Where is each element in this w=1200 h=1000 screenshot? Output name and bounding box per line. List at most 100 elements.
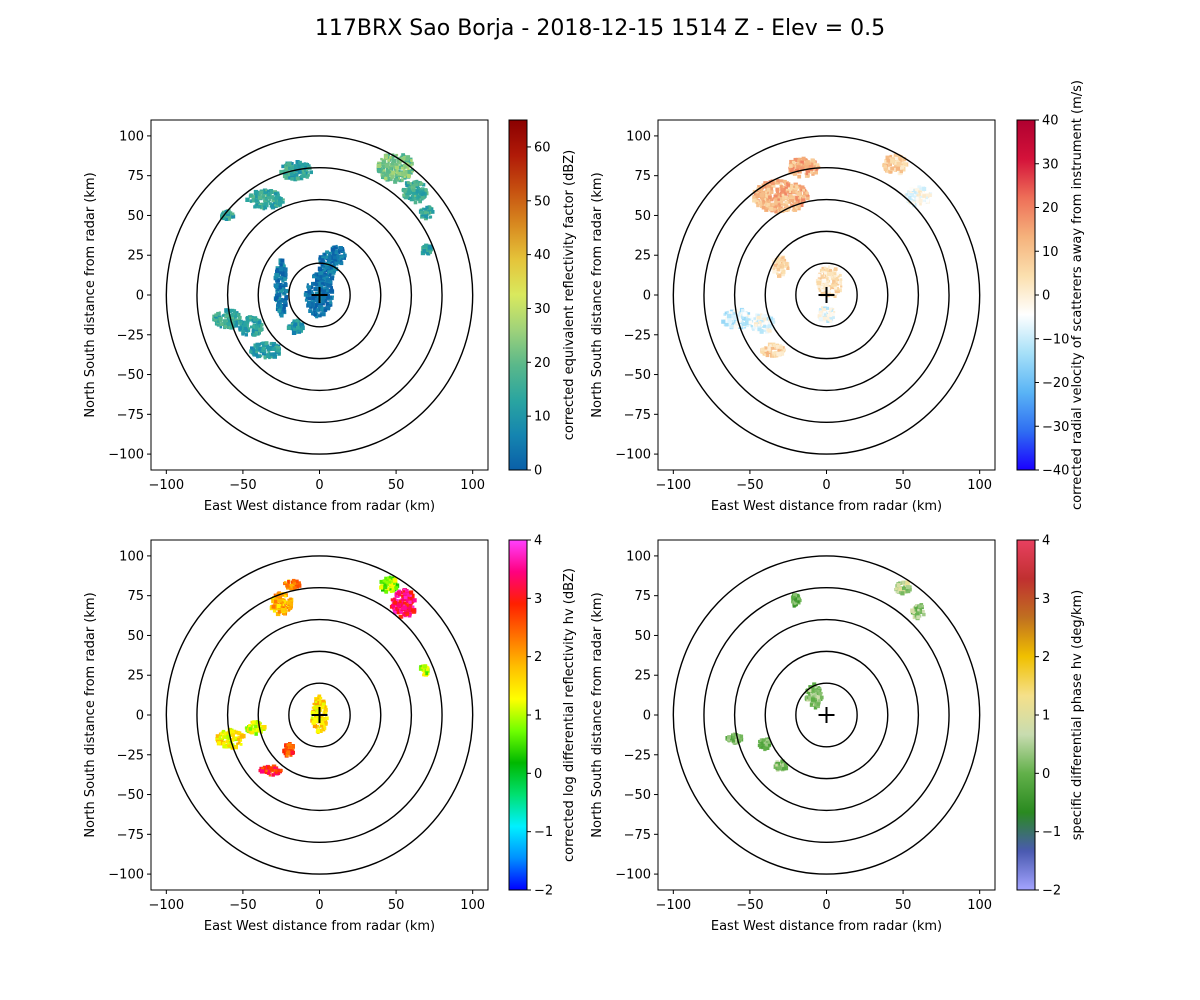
echo-pixel (277, 610, 282, 614)
echo-pixel (328, 297, 333, 301)
echo-pixel (385, 173, 390, 177)
y-tick-label: −100 (615, 868, 651, 883)
echo-pixel (384, 156, 388, 160)
echo-pixel (422, 245, 426, 249)
echo-pixel (741, 320, 744, 323)
echo-pixel (325, 278, 330, 283)
echo-pixel (795, 207, 798, 210)
echo-pixel (391, 170, 396, 175)
echo-pixel (226, 211, 230, 214)
echo-pixel (289, 745, 292, 749)
echo-pixel (806, 160, 810, 164)
echo-pixel (807, 172, 810, 175)
colorbar-tick-label: 0 (1042, 767, 1050, 782)
echo-pixel (424, 214, 428, 218)
echo-pixel (278, 311, 284, 316)
echo-pixel (324, 268, 328, 273)
echo-pixel (810, 158, 815, 163)
echo-pixel (379, 579, 384, 584)
echo-pixel (790, 203, 794, 208)
echo-pixel (276, 348, 281, 353)
echo-pixel (829, 307, 832, 311)
echo-pixel (250, 725, 253, 728)
echo-pixel (917, 608, 920, 612)
echo-pixel (817, 285, 821, 290)
echo-pixel (414, 180, 418, 184)
echo-pixel (319, 312, 323, 316)
echo-pixel (321, 298, 326, 304)
echo-pixel (277, 295, 282, 300)
echo-pixel (429, 215, 433, 219)
echo-pixel (403, 601, 407, 605)
echo-pixel (411, 605, 415, 609)
echo-pixel (769, 198, 773, 202)
y-tick-label: 0 (643, 289, 651, 304)
echo-pixel (761, 738, 766, 742)
echo-pixel (734, 325, 739, 330)
echo-pixel (222, 744, 226, 749)
echo-pixel (254, 732, 258, 736)
echo-pixel (394, 165, 399, 170)
echo-pixel (885, 155, 890, 160)
echo-pixel (821, 308, 827, 313)
echo-pixel (775, 265, 779, 269)
echo-pixel (315, 286, 320, 291)
echo-pixel (723, 313, 727, 316)
echo-pixel (783, 348, 786, 352)
echo-pixel (328, 280, 333, 284)
echo-pixel (339, 261, 344, 266)
echo-pixel (324, 282, 327, 285)
echo-pixel (244, 323, 249, 328)
echo-pixel (825, 276, 828, 279)
range-ring (795, 682, 858, 748)
echo-pixel (268, 774, 272, 777)
echo-pixel (262, 195, 265, 198)
echo-pixel (398, 614, 403, 619)
echo-pixel (226, 734, 231, 740)
echo-pixel (775, 764, 778, 767)
echo-pixel (257, 320, 262, 325)
echo-pixel (742, 322, 747, 327)
echo-pixel (771, 354, 774, 357)
echo-pixel (387, 176, 391, 180)
echo-pixel (767, 737, 771, 741)
echo-pixel (333, 270, 336, 273)
echo-pixel (737, 313, 741, 317)
echo-pixel (760, 313, 763, 316)
echo-pixel (277, 279, 280, 283)
echo-pixel (389, 170, 392, 174)
echo-pixel (385, 581, 389, 585)
echo-pixel (395, 601, 400, 606)
echo-pixel (224, 313, 227, 316)
echo-pixel (313, 295, 316, 298)
echo-pixel (223, 735, 227, 739)
echo-pixel (911, 201, 915, 205)
echo-pixel (277, 598, 282, 603)
colorbar-tick-label: 20 (534, 356, 551, 371)
echo-pixel (766, 746, 770, 750)
echo-pixel (806, 162, 811, 167)
echo-pixel (818, 692, 822, 696)
echo-pixel (828, 316, 834, 321)
echo-pixel (806, 174, 810, 178)
echo-pixel (735, 320, 740, 325)
echo-pixel (242, 322, 245, 325)
echo-pixel (327, 256, 332, 260)
echo-pixel (421, 207, 424, 210)
echo-pixel (335, 249, 338, 253)
y-tick-label: 100 (119, 549, 144, 564)
echo-pixel (229, 211, 233, 214)
echo-pixel (816, 280, 821, 286)
y-tick-label: 75 (127, 169, 144, 184)
echo-pixel (284, 298, 287, 301)
echo-pixel (428, 205, 432, 210)
echo-pixel (422, 664, 427, 669)
echo-pixel (251, 722, 256, 727)
range-ring (795, 262, 858, 328)
echo-pixel (776, 765, 782, 770)
echo-pixel (403, 609, 407, 613)
range-ring (672, 135, 981, 455)
echo-pixel (388, 575, 392, 579)
echo-pixel (381, 159, 386, 165)
echo-region (725, 732, 744, 745)
